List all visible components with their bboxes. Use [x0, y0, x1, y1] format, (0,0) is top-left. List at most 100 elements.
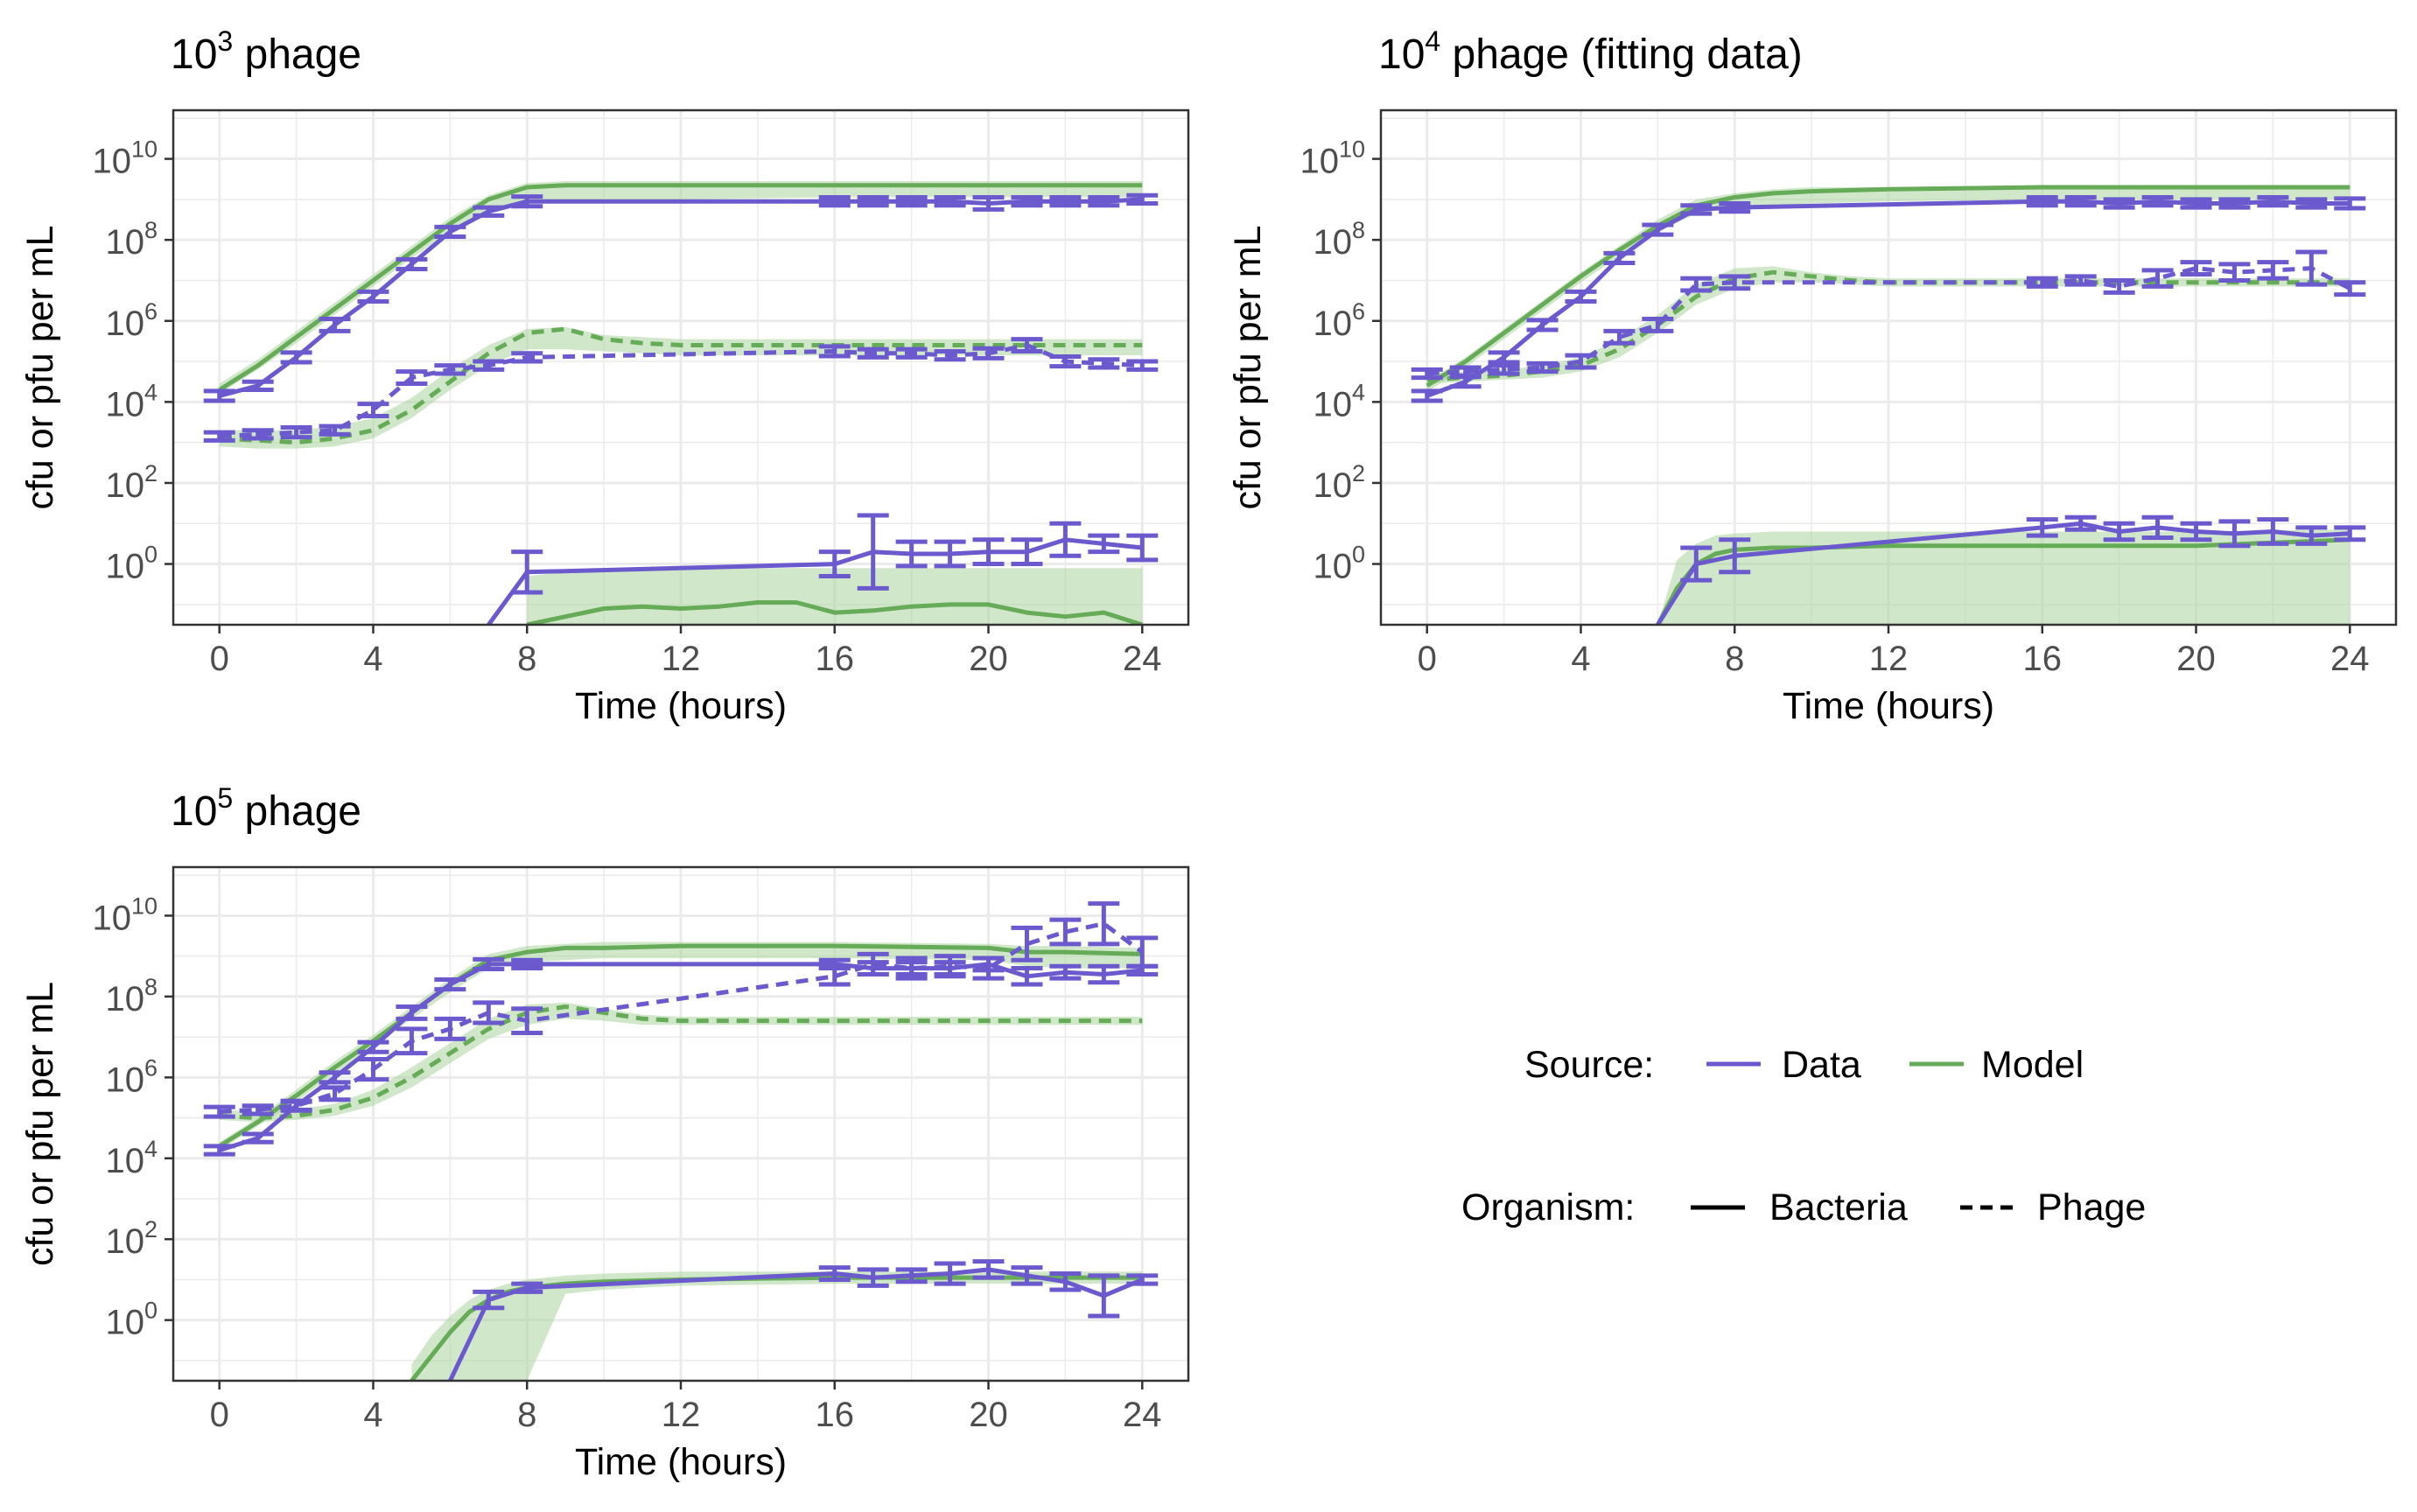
error-bar [2295, 525, 2328, 546]
error-bar [2180, 197, 2212, 210]
error-bar [972, 346, 1005, 360]
x-tick-label: 24 [1123, 640, 1162, 678]
error-bar [2064, 514, 2097, 532]
error-bar [1011, 925, 1043, 962]
legend-label-data: Data [1782, 1044, 1861, 1086]
error-bar [1126, 359, 1159, 372]
error-bar [972, 956, 1005, 981]
error-bar [857, 195, 889, 208]
error-bar [511, 550, 543, 595]
legend: Source: Data Model Organism: Bacteria Phage [1461, 1044, 2146, 1228]
error-bar [434, 1016, 466, 1041]
error-bar [2180, 260, 2212, 277]
error-bar [2103, 521, 2135, 542]
error-bar [1719, 200, 1751, 214]
plot-area [1411, 185, 2366, 625]
model-line-phage [219, 1004, 1143, 1121]
error-bar [1088, 963, 1120, 985]
error-bar [934, 1261, 966, 1286]
error-bar [1049, 195, 1082, 208]
error-bar [1088, 195, 1120, 208]
error-bar [1126, 1273, 1159, 1286]
y-tick-label: 106 [1313, 298, 1365, 343]
error-bar [2026, 195, 2058, 208]
panel-1: 0 4 8 12 16 20 24 100 102 104 106 108 1010 Time (hour… [19, 25, 1190, 727]
data-line-phage [219, 921, 1144, 1115]
panel-2: 0 4 8 12 16 20 24 100 102 104 106 108 1010 Time (hour… [1227, 25, 2398, 727]
x-tick-label: 16 [816, 640, 855, 678]
error-bar [818, 1265, 851, 1282]
error-bar [857, 951, 889, 976]
error-bar [473, 956, 505, 971]
error-bar [396, 1026, 428, 1056]
x-axis-label: Time (hours) [575, 1441, 787, 1483]
error-bar [396, 369, 428, 387]
error-bar [1488, 363, 1520, 376]
error-bar [895, 539, 928, 569]
error-bar [818, 195, 851, 208]
error-bar [2295, 197, 2328, 210]
error-bar [2295, 249, 2328, 287]
error-bar [1011, 337, 1043, 354]
error-bar [1449, 365, 1482, 378]
error-bar [895, 346, 928, 360]
error-bar [1011, 537, 1043, 567]
error-bar [1603, 250, 1636, 266]
x-tick-label: 8 [517, 640, 536, 678]
x-axis-label: Time (hours) [1783, 685, 1994, 727]
error-bar [818, 550, 851, 578]
error-bar [2141, 195, 2174, 208]
error-bar [1011, 1265, 1043, 1286]
error-bar [1603, 328, 1636, 346]
x-tick-label: 24 [1123, 1396, 1162, 1434]
error-bar [2103, 197, 2135, 210]
x-tick-label: 20 [969, 640, 1008, 678]
error-bar [1565, 289, 1597, 304]
error-bar [434, 224, 466, 239]
error-bar [2141, 268, 2174, 289]
error-bar [2334, 196, 2366, 211]
error-bar [1642, 316, 1674, 333]
model-ribbon-bacteria [1657, 529, 2350, 625]
y-tick-label: 104 [105, 379, 158, 424]
error-bar [2218, 519, 2251, 549]
legend-label-phage: Phage [2037, 1186, 2146, 1228]
error-bar [473, 359, 505, 372]
error-bar [934, 954, 966, 979]
x-tick-label: 16 [816, 1396, 855, 1434]
error-bar [1011, 195, 1043, 208]
error-bar [203, 1144, 235, 1157]
model-line-bacteria [526, 600, 1144, 625]
error-bar [818, 344, 851, 359]
plot-area [203, 181, 1159, 625]
x-tick-label: 0 [210, 1396, 229, 1434]
x-tick-label: 24 [2330, 640, 2370, 678]
error-bar [895, 195, 928, 208]
error-bar [434, 363, 466, 376]
error-bar [1680, 545, 1713, 583]
error-bar [2026, 276, 2058, 289]
error-bar [857, 346, 889, 360]
error-bar [1488, 350, 1520, 365]
error-bar [357, 289, 389, 304]
error-bar [280, 1098, 312, 1113]
error-bar [473, 205, 505, 218]
x-tick-label: 8 [517, 1396, 536, 1434]
panel-title: 105 phage [171, 782, 361, 835]
y-tick-label: 102 [1313, 460, 1365, 505]
x-axis-label: Time (hours) [575, 685, 787, 727]
error-bar [1526, 318, 1559, 332]
x-tick-label: 4 [1571, 640, 1590, 678]
x-tick-label: 4 [363, 640, 382, 678]
x-tick-label: 12 [662, 1396, 701, 1434]
error-bar [357, 1040, 389, 1054]
data-line-phage [1426, 266, 2351, 376]
error-bar [1642, 222, 1674, 237]
error-bar [857, 1267, 889, 1288]
error-bar [2334, 525, 2366, 542]
legend-label-model: Model [1981, 1044, 2084, 1086]
error-bar [934, 348, 966, 362]
error-bar [1088, 901, 1120, 947]
error-bar [1049, 521, 1082, 558]
error-bar [1011, 966, 1043, 987]
